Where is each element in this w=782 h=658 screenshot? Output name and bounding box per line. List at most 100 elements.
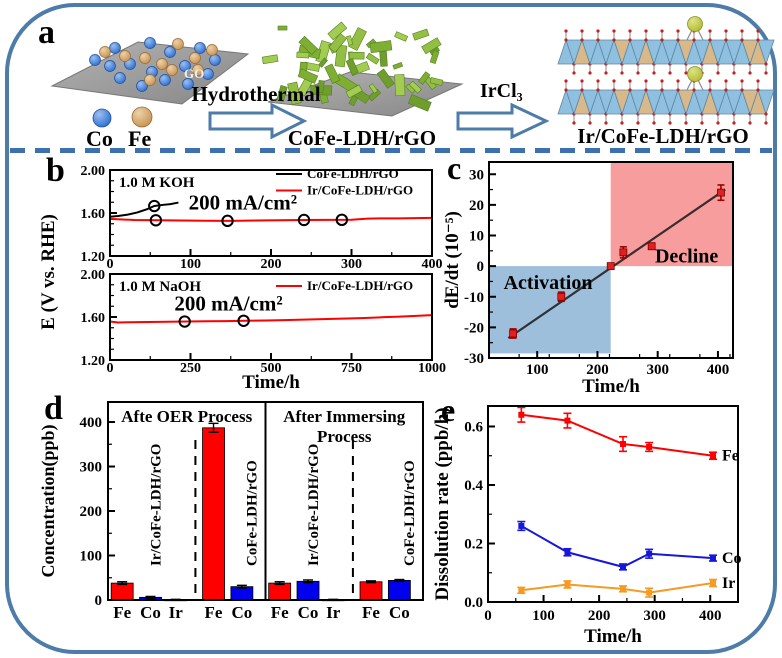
bar-Fe bbox=[359, 581, 383, 601]
data-point-marker bbox=[518, 411, 525, 418]
oxygen-dot bbox=[620, 121, 624, 125]
oxygen-dot bbox=[660, 88, 664, 92]
x-tick-label: 200 bbox=[588, 608, 611, 624]
oxygen-dot bbox=[564, 38, 568, 42]
y-tick-label: -30 bbox=[464, 351, 484, 367]
bar-category-label: Co bbox=[389, 603, 410, 622]
panel-d-letter: d bbox=[44, 390, 63, 427]
ldh-nanosheet-shard bbox=[345, 84, 363, 99]
sampling-circle-marker bbox=[221, 214, 234, 228]
ldh-nanosheet-shard bbox=[376, 68, 395, 89]
fit-line bbox=[507, 188, 726, 340]
ldh-nanosheet-shard bbox=[345, 58, 359, 76]
oxygen-dot bbox=[756, 79, 760, 83]
bar-Co bbox=[387, 580, 411, 601]
bar-category-label: Fe bbox=[205, 603, 223, 622]
ldh-nanosheet-shard bbox=[298, 35, 318, 56]
bar-category-label: Fe bbox=[271, 603, 289, 622]
data-point-square bbox=[717, 188, 725, 197]
oxygen-dot bbox=[700, 121, 704, 125]
data-point-marker bbox=[564, 549, 571, 556]
ldh-nanosheet-shard bbox=[261, 54, 279, 65]
ircl3-arrow bbox=[456, 102, 550, 140]
x-tick-label: 400 bbox=[422, 257, 443, 272]
oxygen-dot bbox=[604, 71, 608, 75]
fe-atom bbox=[99, 46, 111, 58]
y-tick-label: 0.6 bbox=[464, 419, 483, 435]
oxygen-dot bbox=[764, 71, 768, 75]
oxygen-dot bbox=[732, 71, 736, 75]
bar-category-label: Ir bbox=[326, 603, 341, 622]
ldh-nanosheet-shard bbox=[318, 57, 328, 68]
oxygen-dot bbox=[716, 71, 720, 75]
oxygen-dot bbox=[652, 71, 656, 75]
data-point-marker bbox=[646, 550, 653, 557]
series-end-label-Fe: Fe bbox=[722, 448, 739, 465]
oxygen-dot bbox=[580, 29, 584, 33]
co-atom bbox=[182, 78, 194, 90]
panel-b-letter: b bbox=[46, 152, 65, 189]
ldh-nanosheet-shard bbox=[392, 61, 404, 70]
oxygen-dot bbox=[660, 38, 664, 42]
oxygen-dot bbox=[588, 71, 592, 75]
co-legend-sphere bbox=[92, 108, 112, 128]
data-point-marker bbox=[518, 522, 525, 529]
oxygen-dot bbox=[636, 71, 640, 75]
oxygen-dot bbox=[644, 88, 648, 92]
oxygen-dot bbox=[764, 62, 768, 66]
oxygen-dot bbox=[668, 121, 672, 125]
oxygen-dot bbox=[756, 29, 760, 33]
electrolyte-label: 1.0 M NaOH bbox=[119, 279, 201, 295]
panel-d-concentration-bar-chart: Afte OER Process Fe Co Ir Ir/CoFe-LDH/rGO Fe C… bbox=[38, 401, 424, 622]
current-density-annotation: 200 mA/cm² bbox=[189, 190, 297, 214]
oxygen-dot bbox=[564, 79, 568, 83]
bar-category-label: Ir bbox=[169, 603, 184, 622]
data-point-marker bbox=[564, 417, 571, 424]
ldh-nanosheet-shard bbox=[348, 27, 367, 51]
fe-legend-sphere bbox=[131, 106, 153, 128]
data-point-marker bbox=[620, 441, 626, 448]
ldh-nanosheet-shard bbox=[429, 77, 444, 86]
oxygen-dot bbox=[740, 29, 744, 33]
fe-atom bbox=[144, 74, 156, 86]
x-tick-label: 500 bbox=[261, 361, 282, 376]
fe-atom bbox=[139, 52, 151, 64]
series-end-label-Co: Co bbox=[722, 550, 742, 567]
oxygen-dot bbox=[676, 29, 680, 33]
ldh-nanosheet-shard bbox=[405, 83, 416, 94]
oxygen-dot bbox=[596, 79, 600, 83]
data-point-marker bbox=[710, 452, 716, 459]
bar-category-label: Fe bbox=[362, 603, 380, 622]
oxygen-dot bbox=[724, 38, 728, 42]
plot-frame bbox=[488, 161, 734, 359]
ir-cofe-ldh-rgo-label: Ir/CoFe-LDH/rGO bbox=[577, 124, 749, 148]
oxygen-dot bbox=[644, 38, 648, 42]
oxygen-dot bbox=[628, 88, 632, 92]
data-point-marker bbox=[646, 589, 653, 596]
panel-separator-dashed-line bbox=[10, 148, 772, 153]
oxygen-dot bbox=[572, 71, 576, 75]
y-axis-title: E (V vs. RHE) bbox=[38, 214, 59, 330]
oxygen-dot bbox=[692, 38, 696, 42]
oxygen-dot bbox=[596, 38, 600, 42]
x-tick-label: 100 bbox=[180, 257, 201, 272]
oxygen-dot bbox=[724, 29, 728, 33]
region-decline bbox=[610, 162, 733, 267]
legend-entry-Ir/CoFe-LDH/rGO: Ir/CoFe-LDH/rGO bbox=[307, 183, 413, 198]
oxygen-dot bbox=[764, 112, 768, 116]
x-tick-label: 750 bbox=[341, 361, 362, 376]
oxygen-dot bbox=[660, 29, 664, 33]
fe-atom bbox=[206, 44, 218, 56]
series-line-Ir/CoFe-LDH/rGO bbox=[109, 314, 433, 324]
oxygen-dot bbox=[708, 29, 712, 33]
co-atom bbox=[144, 37, 156, 49]
oxygen-dot bbox=[732, 121, 736, 125]
x-tick-label: 300 bbox=[646, 362, 669, 378]
ldh-nanosheet-shard bbox=[317, 79, 325, 94]
fe-atom bbox=[172, 38, 184, 50]
oxygen-dot bbox=[668, 71, 672, 75]
ldh-nanosheet-shard bbox=[365, 52, 380, 65]
co-atom bbox=[179, 60, 191, 72]
oxygen-dot bbox=[740, 88, 744, 92]
